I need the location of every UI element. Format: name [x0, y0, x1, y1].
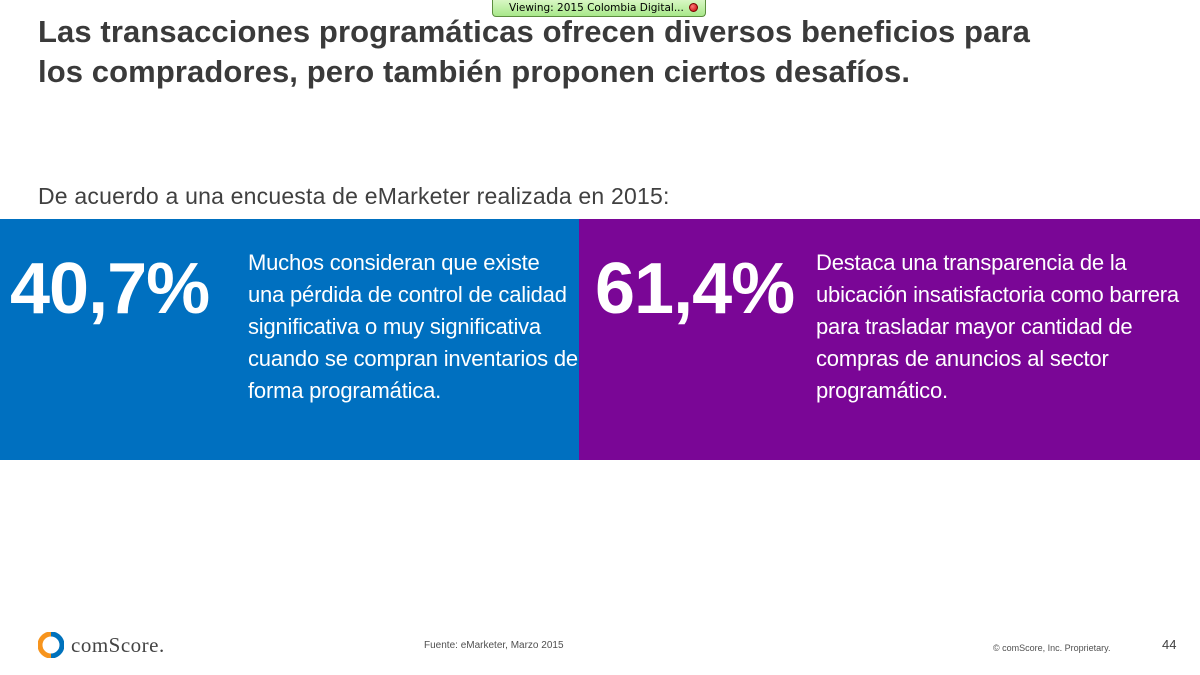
- slide-title: Las transacciones programáticas ofrecen …: [38, 12, 1168, 92]
- title-line-1: Las transacciones programáticas ofrecen …: [38, 14, 1030, 49]
- stat-panel-quality-control: 40,7% Muchos consideran que existe una p…: [0, 219, 579, 460]
- slide-subtitle: De acuerdo a una encuesta de eMarketer r…: [38, 183, 670, 209]
- copyright-note: © comScore, Inc. Proprietary.: [993, 643, 1111, 653]
- comscore-logo: comScore.: [38, 631, 165, 659]
- page-number: 44: [1162, 637, 1177, 652]
- viewing-badge-label: Viewing: 2015 Colombia Digital...: [509, 2, 684, 14]
- source-note: Fuente: eMarketer, Marzo 2015: [424, 640, 564, 651]
- stat-panel-transparency: 61,4% Destaca una transparencia de la ub…: [579, 219, 1200, 460]
- stat-value: 61,4%: [595, 249, 795, 329]
- title-line-2: los compradores, pero también proponen c…: [38, 54, 911, 89]
- record-dot-icon[interactable]: [689, 3, 698, 12]
- stat-description: Destaca una transparencia de la ubicació…: [816, 250, 1179, 403]
- stat-value: 40,7%: [10, 249, 210, 329]
- stat-description: Muchos consideran que existe una pérdida…: [248, 250, 578, 403]
- viewing-badge[interactable]: Viewing: 2015 Colombia Digital...: [492, 0, 706, 17]
- comscore-logo-icon: [38, 632, 64, 658]
- logo-text: comScore.: [71, 632, 165, 657]
